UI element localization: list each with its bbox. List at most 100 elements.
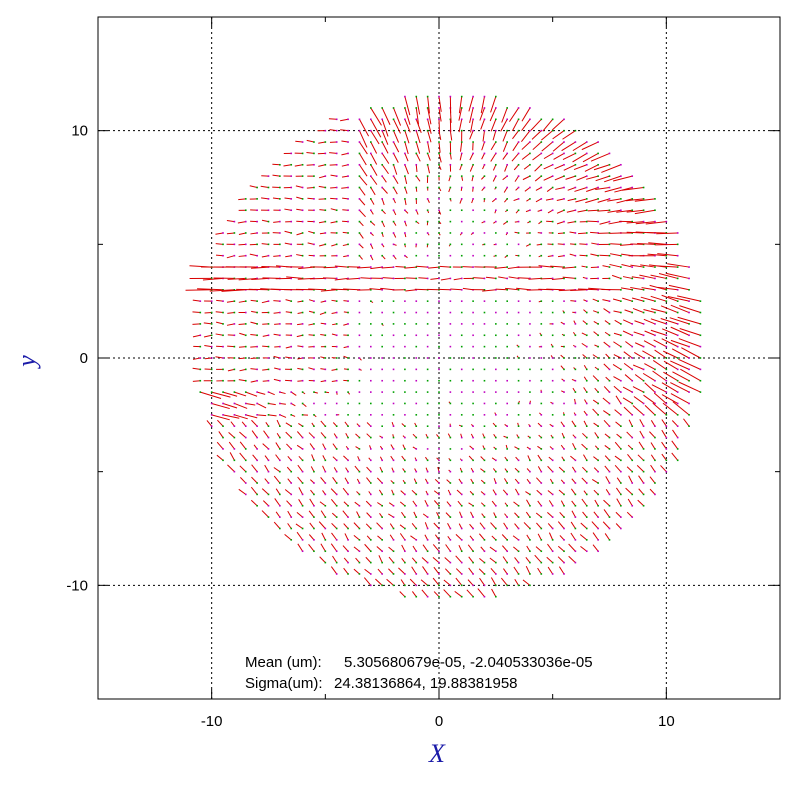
grid-point-marker — [222, 254, 224, 257]
grid-point-marker — [449, 334, 452, 337]
vector-arrow — [683, 418, 690, 427]
grid-point-marker — [688, 345, 690, 348]
vector-arrow — [495, 288, 508, 291]
grid-point-marker — [358, 368, 361, 371]
grid-point-marker — [563, 209, 565, 212]
vector-arrow — [226, 232, 235, 235]
grid-point-marker — [620, 482, 622, 484]
vector-arrow — [459, 164, 463, 171]
grid-point-marker — [381, 175, 383, 177]
grid-point-marker — [529, 391, 531, 393]
grid-point-marker — [620, 493, 622, 496]
vector-arrow — [547, 566, 554, 575]
grid-point-marker — [563, 175, 565, 177]
grid-point-marker — [347, 175, 349, 177]
grid-point-marker — [358, 186, 361, 189]
vector-arrow — [192, 367, 201, 370]
vector-arrow — [306, 152, 315, 154]
grid-point-marker — [392, 266, 395, 268]
grid-point-marker — [404, 277, 406, 280]
grid-point-marker — [483, 527, 486, 530]
grid-point-marker — [381, 198, 383, 200]
grid-point-marker — [551, 482, 554, 484]
vector-arrow — [650, 295, 667, 302]
grid-point-marker — [415, 277, 418, 280]
grid-point-marker — [620, 323, 622, 325]
vector-arrow — [670, 304, 690, 313]
vector-arrow — [395, 266, 405, 268]
vector-arrow — [473, 277, 485, 279]
grid-point-marker — [574, 311, 577, 314]
grid-point-marker — [472, 516, 474, 518]
grid-point-marker — [620, 368, 622, 371]
vector-arrow — [443, 579, 451, 586]
grid-point-marker — [256, 232, 258, 234]
grid-point-marker — [506, 493, 508, 496]
vector-arrow — [643, 340, 656, 348]
grid-point-marker — [506, 311, 508, 314]
grid-point-marker — [483, 493, 486, 496]
grid-point-marker — [301, 311, 304, 314]
grid-point-marker — [495, 493, 497, 496]
vector-arrow — [480, 119, 485, 130]
grid-point-marker — [301, 175, 304, 177]
vector-arrow — [458, 107, 463, 121]
grid-point-marker — [483, 550, 486, 553]
grid-point-marker — [381, 254, 383, 257]
vector-arrow — [602, 397, 610, 404]
grid-point-marker — [392, 107, 395, 109]
grid-point-marker — [631, 357, 634, 359]
vector-arrow — [615, 487, 622, 495]
grid-point-marker — [438, 186, 440, 189]
vector-arrow — [330, 566, 338, 575]
vector-arrow — [445, 544, 451, 552]
vector-arrow — [603, 386, 610, 393]
grid-point-marker — [574, 414, 577, 416]
grid-point-marker — [460, 152, 463, 155]
grid-point-marker — [495, 220, 497, 223]
grid-point-marker — [335, 459, 338, 462]
grid-point-marker — [483, 573, 486, 575]
vector-arrow — [421, 589, 429, 598]
grid-point-marker — [517, 527, 520, 530]
vector-arrow — [556, 221, 565, 225]
grid-point-marker — [370, 357, 372, 359]
grid-point-marker — [415, 209, 418, 212]
vector-arrow — [556, 198, 565, 201]
grid-point-marker — [654, 459, 656, 462]
vector-arrow — [295, 140, 303, 143]
grid-point-marker — [460, 266, 463, 268]
grid-point-marker — [495, 414, 497, 416]
grid-point-marker — [676, 425, 679, 427]
vector-arrow — [552, 118, 565, 131]
vector-arrow — [393, 164, 398, 175]
grid-point-marker — [426, 573, 429, 575]
grid-point-marker — [324, 516, 327, 518]
grid-point-marker — [449, 289, 452, 291]
vector-arrow — [262, 345, 269, 348]
grid-point-marker — [210, 368, 213, 371]
grid-point-marker — [540, 129, 543, 132]
grid-point-marker — [642, 198, 645, 200]
grid-point-marker — [256, 436, 258, 439]
vector-arrow — [597, 198, 610, 203]
grid-point-marker — [415, 118, 418, 121]
grid-point-marker — [438, 368, 440, 371]
grid-point-marker — [563, 277, 565, 280]
vector-arrow — [285, 311, 292, 314]
vector-arrow — [296, 444, 303, 450]
grid-point-marker — [313, 334, 315, 337]
grid-point-marker — [631, 414, 634, 416]
grid-point-marker — [244, 368, 247, 371]
grid-point-marker — [426, 379, 429, 382]
vector-arrow — [309, 522, 315, 529]
vector-arrow — [344, 477, 349, 484]
grid-point-marker — [370, 573, 372, 575]
vector-arrow — [678, 358, 701, 370]
grid-point-marker — [608, 448, 611, 450]
vector-arrow — [432, 577, 440, 586]
mean-label: Mean (um): — [245, 654, 322, 671]
grid-point-marker — [506, 141, 508, 143]
grid-point-marker — [415, 186, 418, 189]
grid-point-marker — [324, 311, 327, 314]
